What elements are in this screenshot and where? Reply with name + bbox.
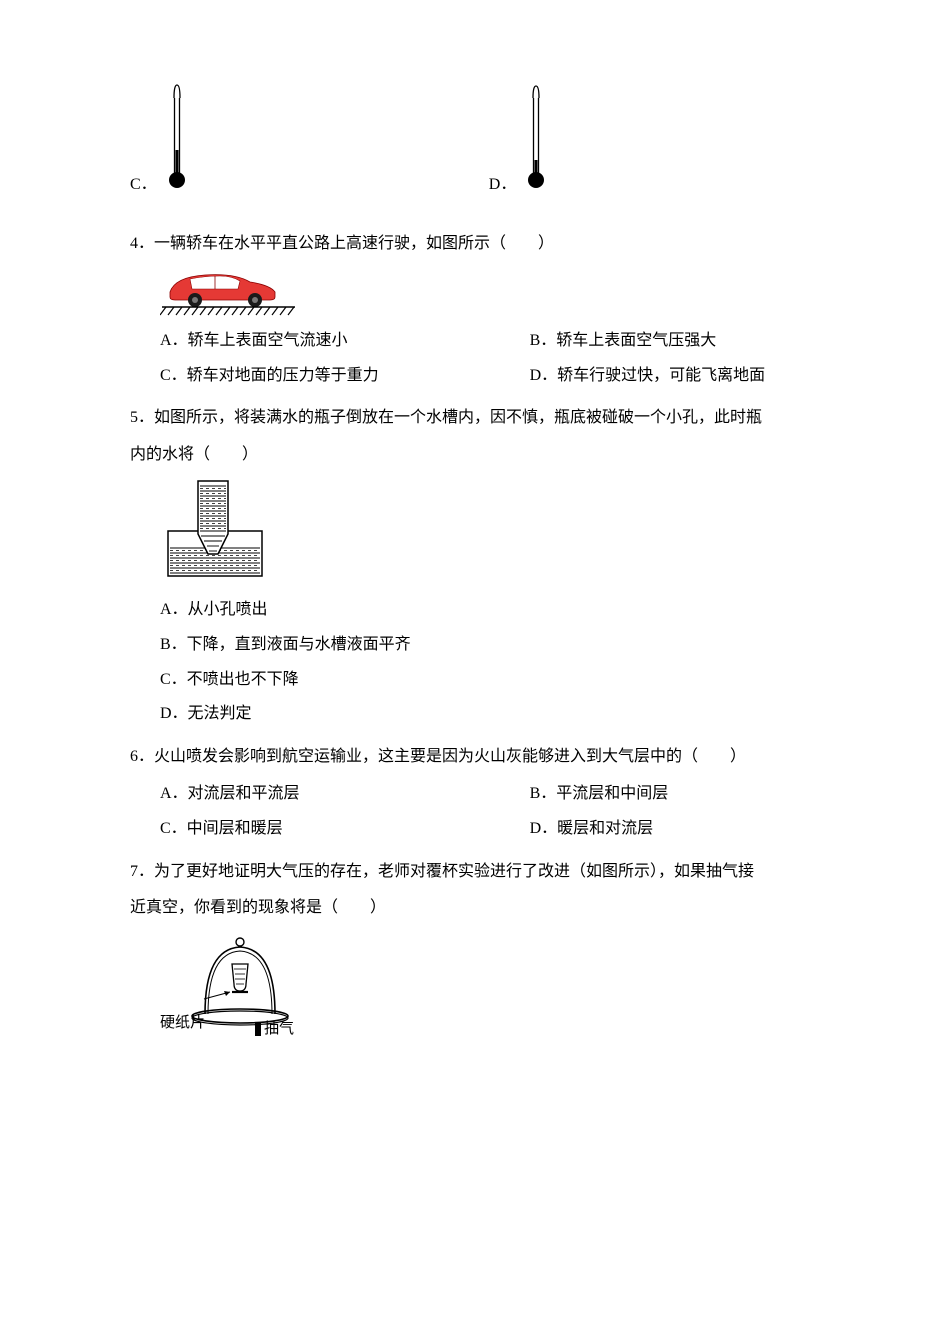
q5-option-a: A．从小孔喷出 bbox=[160, 601, 268, 618]
q3-thermometer-d-icon bbox=[516, 80, 556, 200]
q4-car-icon bbox=[160, 267, 300, 317]
q5-num: 5． bbox=[130, 409, 154, 426]
q5-text-2: 内的水将（ ） bbox=[130, 441, 820, 470]
q7-label-card: 硬纸片 bbox=[160, 1014, 205, 1031]
q6-text: 火山喷发会影响到航空运输业，这主要是因为火山灰能够进入到大气层中的（ ） bbox=[154, 748, 746, 765]
q5-bottle-icon bbox=[160, 476, 270, 586]
q4-options: A．轿车上表面空气流速小 B．轿车上表面空气压强大 C．轿车对地面的压力等于重力… bbox=[160, 327, 820, 391]
q7-figure: 硬纸片 抽气 bbox=[160, 929, 820, 1039]
q7-text-2: 近真空，你看到的现象将是（ ） bbox=[130, 894, 820, 923]
q7-num: 7． bbox=[130, 863, 154, 880]
q5-options: A．从小孔喷出 B．下降，直到液面与水槽液面平齐 C．不喷出也不下降 D．无法判… bbox=[160, 596, 820, 729]
q5-option-b: B．下降，直到液面与水槽液面平齐 bbox=[160, 636, 411, 653]
q5-figure bbox=[160, 476, 820, 586]
q4: 4．一辆轿车在水平平直公路上高速行驶，如图所示（ ） bbox=[130, 230, 820, 259]
q7-text-1: 为了更好地证明大气压的存在，老师对覆杯实验进行了改进（如图所示），如果抽气接 bbox=[154, 863, 754, 880]
q4-option-d: D．轿车行驶过快，可能飞离地面 bbox=[530, 367, 766, 384]
q6-option-b: B．平流层和中间层 bbox=[530, 785, 669, 802]
q3-option-c-letter: C． bbox=[130, 171, 157, 200]
q6-options: A．对流层和平流层 B．平流层和中间层 C．中间层和暖层 D．暖层和对流层 bbox=[160, 780, 820, 844]
q3-option-d-letter: D． bbox=[489, 171, 517, 200]
q4-figure bbox=[160, 267, 820, 317]
q7-bell-jar-icon: 硬纸片 抽气 bbox=[160, 929, 320, 1039]
q6-option-c: C．中间层和暖层 bbox=[160, 820, 283, 837]
q6: 6．火山喷发会影响到航空运输业，这主要是因为火山灰能够进入到大气层中的（ ） bbox=[130, 743, 820, 772]
q5-option-c: C．不喷出也不下降 bbox=[160, 671, 299, 688]
q4-option-b: B．轿车上表面空气压强大 bbox=[530, 332, 717, 349]
q5-option-d: D．无法判定 bbox=[160, 705, 252, 722]
q7: 7．为了更好地证明大气压的存在，老师对覆杯实验进行了改进（如图所示），如果抽气接 bbox=[130, 858, 820, 887]
q3-options-cd: C． D． bbox=[130, 80, 820, 200]
q5: 5．如图所示，将装满水的瓶子倒放在一个水槽内，因不慎，瓶底被碰破一个小孔，此时瓶 bbox=[130, 404, 820, 433]
q4-option-a: A．轿车上表面空气流速小 bbox=[160, 332, 348, 349]
q7-label-pump: 抽气 bbox=[264, 1020, 294, 1037]
q5-text-1: 如图所示，将装满水的瓶子倒放在一个水槽内，因不慎，瓶底被碰破一个小孔，此时瓶 bbox=[154, 409, 762, 426]
q3-option-c-wrap: C． bbox=[130, 80, 489, 200]
q6-num: 6． bbox=[130, 748, 154, 765]
q3-option-d-wrap: D． bbox=[489, 80, 820, 200]
q4-option-c: C．轿车对地面的压力等于重力 bbox=[160, 367, 379, 384]
q4-num: 4． bbox=[130, 235, 154, 252]
q6-option-a: A．对流层和平流层 bbox=[160, 785, 300, 802]
q4-text: 一辆轿车在水平平直公路上高速行驶，如图所示（ ） bbox=[154, 235, 554, 252]
q3-thermometer-c-icon bbox=[157, 80, 197, 200]
q6-option-d: D．暖层和对流层 bbox=[530, 820, 654, 837]
